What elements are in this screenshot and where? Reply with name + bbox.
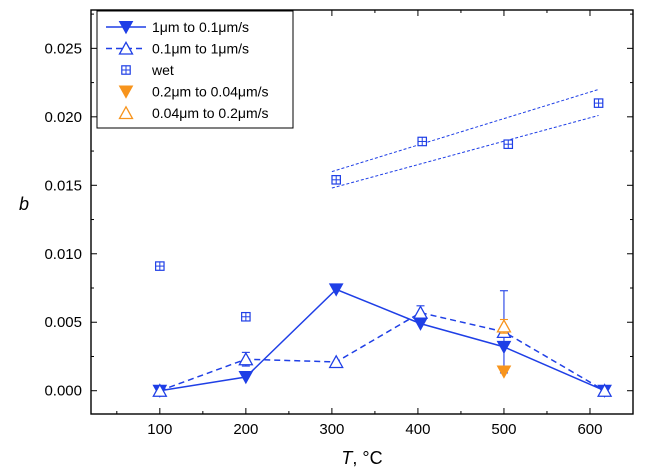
legend-label: 0.04μm to 0.2μm/s <box>152 105 269 121</box>
legend-label: wet <box>151 62 174 78</box>
x-tick-label: 500 <box>491 421 516 438</box>
legend-label: 0.2μm to 0.04μm/s <box>152 84 269 100</box>
legend-marker <box>118 105 134 120</box>
legend-item: 0.2μm to 0.04μm/s <box>118 84 269 100</box>
legend-marker <box>118 20 134 35</box>
x-tick-label: 600 <box>577 421 602 438</box>
data-series <box>152 98 613 398</box>
legend-item: 0.1μm to 1μm/s <box>106 41 249 57</box>
data-point <box>597 383 613 397</box>
series-0 <box>152 283 612 398</box>
legend-item: 0.04μm to 0.2μm/s <box>118 105 269 121</box>
trend-band-line <box>331 88 599 173</box>
y-tick-label: 0.005 <box>44 314 82 331</box>
data-point <box>155 261 165 271</box>
series-1 <box>152 290 613 397</box>
series-3 <box>496 365 512 379</box>
y-axis-title: b <box>19 194 29 214</box>
legend-label: 1μm to 0.1μm/s <box>152 19 249 35</box>
legend-marker <box>118 85 134 99</box>
series-2 <box>155 98 604 322</box>
y-tick-label: 0.010 <box>44 246 82 263</box>
x-axis-title-unit: , °C <box>352 448 382 468</box>
data-point <box>241 311 251 322</box>
data-point <box>152 383 168 397</box>
y-tick-label: 0.000 <box>44 383 82 400</box>
data-point <box>496 365 512 379</box>
data-point <box>238 370 254 385</box>
data-point <box>503 139 514 150</box>
trend-band-line <box>331 114 599 189</box>
axis-ticks: 100 200 300 400 500 600 0.000 0.005 0.010 0.015 0.… <box>44 10 633 438</box>
y-tick-label: 0.015 <box>44 177 82 194</box>
legend-label: 0.1μm to 1μm/s <box>152 41 249 57</box>
data-point <box>328 354 344 369</box>
legend: 1μm to 0.1μm/s 0.1μm to 1μm/s wet 0.2μm to … <box>96 10 294 129</box>
series-line <box>159 311 605 392</box>
series-line <box>159 288 605 392</box>
legend-marker <box>118 40 134 55</box>
data-point <box>238 351 254 366</box>
data-point <box>412 305 429 319</box>
x-axis-title-variable: T <box>341 448 354 468</box>
x-tick-label: 100 <box>147 421 172 438</box>
data-point <box>331 175 341 185</box>
y-tick-label: 0.020 <box>44 109 82 126</box>
x-tick-label: 300 <box>319 421 344 438</box>
trend-band <box>331 88 599 189</box>
data-point <box>328 283 344 297</box>
data-point <box>496 318 512 333</box>
legend-item: wet <box>121 62 174 78</box>
series-4 <box>496 318 512 334</box>
data-point <box>593 98 604 108</box>
data-point <box>417 136 428 147</box>
x-tick-label: 400 <box>405 421 430 438</box>
y-tick-label: 0.025 <box>44 40 82 57</box>
plot-frame <box>90 9 634 415</box>
x-axis-title: T, °C <box>341 448 382 468</box>
legend-item: 1μm to 0.1μm/s <box>106 19 249 35</box>
x-tick-label: 200 <box>233 421 258 438</box>
legend-marker <box>121 65 131 75</box>
